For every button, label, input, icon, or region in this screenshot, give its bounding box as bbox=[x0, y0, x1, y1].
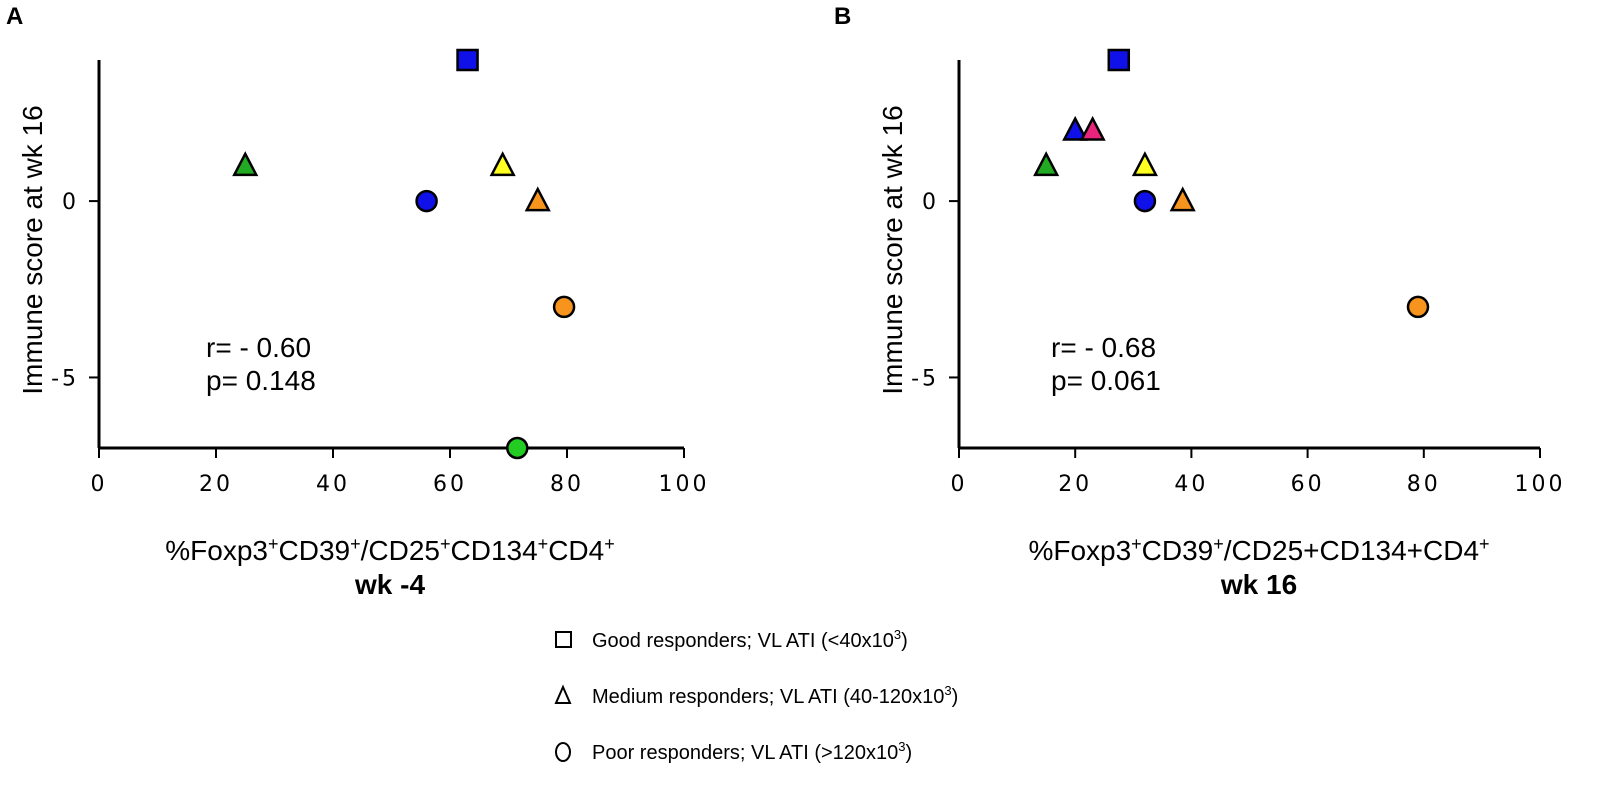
panel-b-r-value: r= - 0.68 bbox=[1051, 332, 1156, 363]
panel-a-p-value: p= 0.148 bbox=[206, 365, 316, 396]
panel-b-x-tick-label: 60 bbox=[1291, 472, 1325, 497]
plot-b: 0 20 40 60 80 100 0 -5 bbox=[911, 48, 1566, 497]
panel-b-point-square bbox=[1107, 48, 1131, 72]
panel-b-x-tick-label: 20 bbox=[1058, 472, 1092, 497]
legend-text-medium: Medium responders; VL ATI (40-120x10 bbox=[592, 686, 944, 708]
panel-b-x-tick-label: 0 bbox=[951, 472, 968, 497]
panel-a-x-tick-label: 100 bbox=[659, 472, 710, 497]
panel-b-y-tick-label: 0 bbox=[922, 190, 939, 215]
panel-a-point-triangle bbox=[524, 186, 551, 212]
panel-b-subtitle: wk 16 bbox=[1220, 569, 1297, 600]
panel-b-x-axis-title-main: %Foxp3 bbox=[1028, 535, 1131, 566]
legend-tail-good: ) bbox=[901, 630, 908, 652]
panel-a-x-tick-label: 60 bbox=[433, 472, 467, 497]
panel-b-sup-2: + bbox=[1213, 534, 1224, 554]
panel-a-x-axis-title-main: %Foxp3 bbox=[165, 535, 268, 566]
panel-a-point-triangle bbox=[232, 151, 259, 177]
legend-sup-poor: 3 bbox=[898, 739, 905, 754]
legend-square-icon bbox=[555, 631, 572, 648]
legend-item-good: Good responders; VL ATI (<40x103) bbox=[555, 627, 908, 652]
panel-b-point-circle bbox=[1406, 295, 1430, 319]
panel-a-y-tick-label: -5 bbox=[51, 366, 79, 391]
legend: Good responders; VL ATI (<40x103) Medium… bbox=[554, 627, 958, 764]
panel-a-point-circle bbox=[552, 295, 576, 319]
panel-b-x-axis-title-part-3: /CD25+CD134+CD4 bbox=[1224, 535, 1479, 566]
panel-b-x-axis-title: %Foxp3+CD39+/CD25+CD134+CD4+ bbox=[1028, 534, 1489, 566]
panel-a-x-tick-label: 40 bbox=[316, 472, 350, 497]
legend-label-poor: Poor responders; VL ATI (>120x103) bbox=[592, 739, 912, 764]
panel-b-sup-1: + bbox=[1131, 534, 1142, 554]
panel-b-x-tick-label: 80 bbox=[1407, 472, 1441, 497]
panel-a-r-value: r= - 0.60 bbox=[206, 332, 311, 363]
legend-triangle-icon bbox=[554, 684, 572, 704]
panel-a-sup-3: + bbox=[440, 534, 451, 554]
legend-tail-poor: ) bbox=[906, 742, 913, 764]
panel-a-x-tick-label: 20 bbox=[199, 472, 233, 497]
panel-a-y-axis-title: Immune score at wk 16 bbox=[17, 105, 48, 394]
panel-a-sup-5: + bbox=[604, 534, 615, 554]
legend-text-good: Good responders; VL ATI (<40x10 bbox=[592, 630, 894, 652]
legend-sup-good: 3 bbox=[894, 627, 901, 642]
panel-a-x-axis-title: %Foxp3+CD39+/CD25+CD134+CD4+ bbox=[165, 534, 614, 566]
legend-text-poor: Poor responders; VL ATI (>120x10 bbox=[592, 742, 898, 764]
panel-b-sup-3: + bbox=[1479, 534, 1490, 554]
panel-a-point-circle bbox=[415, 189, 438, 213]
panel-a-sup-4: + bbox=[538, 534, 549, 554]
panel-b-point-triangle bbox=[1033, 151, 1060, 177]
panel-a-x-axis-title-part-2: CD39 bbox=[279, 535, 351, 566]
panel-b-x-tick-label: 40 bbox=[1174, 472, 1208, 497]
panel-a-point-circle bbox=[506, 436, 529, 460]
panel-b-point-circle bbox=[1133, 189, 1157, 213]
legend-tail-medium: ) bbox=[952, 686, 959, 708]
panel-a-subtitle: wk -4 bbox=[354, 569, 425, 600]
panel-b-y-axis-title: Immune score at wk 16 bbox=[877, 105, 908, 394]
legend-label-medium: Medium responders; VL ATI (40-120x103) bbox=[592, 683, 958, 708]
panel-b-point-triangle bbox=[1131, 151, 1158, 177]
panel-b-point-triangle bbox=[1079, 115, 1106, 141]
panel-a-point-square bbox=[456, 48, 479, 72]
panel-a-x-tick-label: 0 bbox=[91, 472, 108, 497]
panel-b-p-value: p= 0.061 bbox=[1051, 365, 1161, 396]
plot-a: 0 20 40 60 80 100 0 -5 bbox=[51, 48, 710, 497]
panel-a-x-axis-title-part-4: CD134 bbox=[451, 535, 538, 566]
panel-b-point-triangle bbox=[1062, 115, 1089, 141]
panel-b-letter: B bbox=[834, 3, 851, 30]
panel-a-x-tick-label: 80 bbox=[550, 472, 584, 497]
panel-a-x-axis-title-part-3: /CD25 bbox=[361, 535, 440, 566]
panel-a-y-tick-label: 0 bbox=[62, 190, 79, 215]
panel-a-sup-2: + bbox=[350, 534, 361, 554]
panel-a-point-triangle bbox=[489, 151, 516, 177]
panel-b-x-axis-title-part-2: CD39 bbox=[1142, 535, 1214, 566]
panel-a-x-axis-title-part-5: CD4 bbox=[548, 535, 604, 566]
legend-item-medium: Medium responders; VL ATI (40-120x103) bbox=[554, 683, 958, 708]
legend-label-good: Good responders; VL ATI (<40x103) bbox=[592, 627, 908, 652]
panel-b-x-tick-label: 100 bbox=[1515, 472, 1566, 497]
legend-circle-icon bbox=[555, 742, 571, 762]
legend-sup-medium: 3 bbox=[944, 683, 951, 698]
panel-a-sup-1: + bbox=[268, 534, 279, 554]
legend-item-poor: Poor responders; VL ATI (>120x103) bbox=[555, 739, 912, 764]
panel-b-point-triangle bbox=[1169, 186, 1196, 212]
panel-b-y-tick-label: -5 bbox=[911, 366, 939, 391]
panel-a-letter: A bbox=[6, 3, 23, 30]
